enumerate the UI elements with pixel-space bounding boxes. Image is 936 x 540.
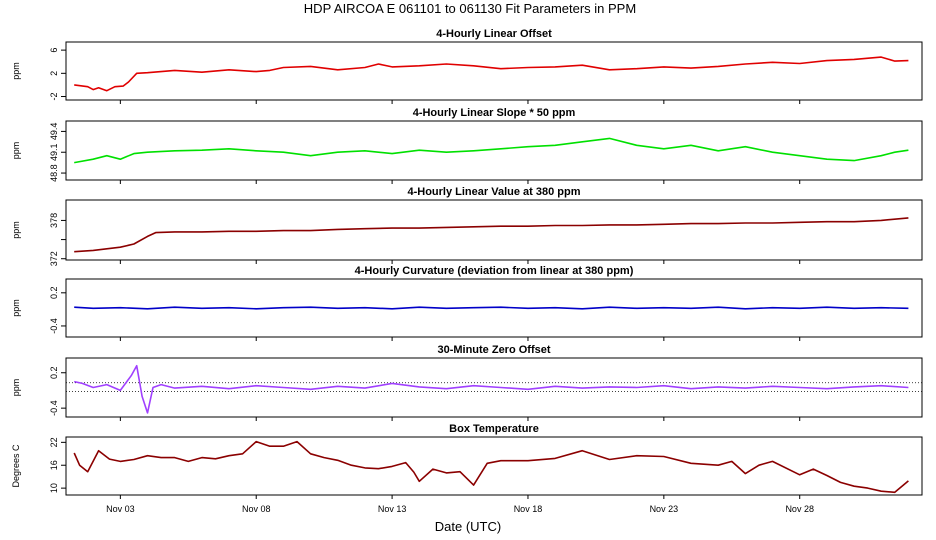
x-tick-label: Nov 13 [378, 504, 407, 514]
panel-frame [65, 357, 923, 418]
panel-frame [65, 120, 923, 181]
y-tick-label: 372 [49, 251, 59, 266]
x-axis-label: Date (UTC) [435, 519, 501, 534]
x-tick-label: Nov 23 [650, 504, 679, 514]
y-tick-label: -0.4 [49, 318, 59, 334]
panel-frame [65, 199, 923, 261]
panel-4: 4-Hourly Curvature (deviation from linea… [11, 265, 923, 338]
series-line [74, 137, 909, 164]
y-axis-label: Degrees C [11, 444, 21, 488]
panel-frame [65, 41, 923, 101]
y-tick-label: 6 [49, 48, 59, 53]
y-axis-label: ppm [11, 142, 21, 160]
y-axis-label: ppm [11, 221, 21, 239]
panel-2: 4-Hourly Linear Slope * 50 ppm 48.8 49.1 49… [11, 107, 923, 182]
y-tick-label: 49.1 [49, 143, 59, 161]
x-axis: Nov 03 Nov 08 Nov 13 Nov 18 Nov 23 Nov 28 [106, 100, 814, 514]
panel-1: 4-Hourly Linear Offset -2 2 6 ppm [11, 28, 923, 101]
main-title: HDP AIRCOA E 061101 to 061130 Fit Parame… [304, 1, 636, 16]
panel-6: Box Temperature 10 16 22 Degrees C [11, 423, 923, 496]
panel-title: Box Temperature [449, 423, 539, 435]
x-tick-label: Nov 18 [514, 504, 543, 514]
panel-title: 4-Hourly Linear Slope * 50 ppm [413, 107, 576, 119]
panel-3: 4-Hourly Linear Value at 380 ppm 372 378 pp… [11, 186, 923, 266]
y-tick-label: -2 [49, 93, 59, 101]
y-axis-label: ppm [11, 299, 21, 317]
y-tick-label: 48.8 [49, 164, 59, 182]
y-axis-label: ppm [11, 379, 21, 397]
panel-title: 4-Hourly Linear Offset [436, 28, 552, 40]
panel-title: 4-Hourly Linear Value at 380 ppm [407, 186, 580, 198]
panel-title: 30-Minute Zero Offset [437, 344, 550, 356]
y-tick-label: 2 [49, 71, 59, 76]
x-tick-label: Nov 03 [106, 504, 135, 514]
y-tick-label: 378 [49, 213, 59, 228]
y-tick-label: 0.2 [49, 366, 59, 379]
series-line [74, 56, 909, 92]
series-line [74, 217, 909, 253]
panel-frame [65, 436, 923, 496]
x-tick-label: Nov 08 [242, 504, 271, 514]
panel-frame [65, 278, 923, 338]
series-line [74, 364, 909, 414]
series-line [73, 440, 909, 494]
series-line [74, 306, 909, 310]
y-tick-label: 22 [49, 437, 59, 447]
y-tick-label: 10 [49, 483, 59, 493]
x-tick-label: Nov 28 [785, 504, 814, 514]
panel-5: 30-Minute Zero Offset -0.4 0.2 ppm [11, 344, 923, 418]
y-tick-label: 49.4 [49, 123, 59, 141]
panel-title: 4-Hourly Curvature (deviation from linea… [355, 265, 634, 277]
y-tick-label: -0.4 [49, 400, 59, 416]
y-tick-label: 16 [49, 460, 59, 470]
y-axis-label: ppm [11, 62, 21, 80]
y-tick-label: 0.2 [49, 287, 59, 300]
